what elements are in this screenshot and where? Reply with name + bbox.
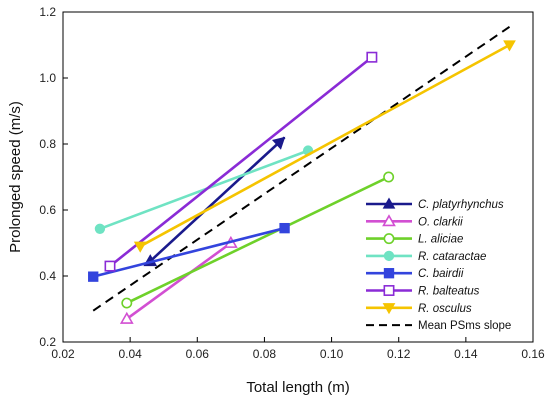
series-layer	[88, 26, 516, 324]
legend-item: R. cataractae	[366, 250, 486, 263]
x-axis-label: Total length (m)	[246, 379, 349, 396]
series-line	[109, 56, 373, 268]
series-point	[88, 271, 99, 282]
x-tick-label: 0.06	[186, 347, 210, 361]
series-1	[119, 235, 238, 324]
legend-label: R. balteatus	[418, 286, 480, 298]
series-point	[366, 51, 378, 63]
legend-label: R. cataractae	[418, 251, 486, 263]
series-line	[92, 226, 285, 278]
legend-label: R. osculus	[418, 303, 472, 315]
legend-item: O. clarkii	[366, 214, 463, 228]
legend-label: L. aliciae	[418, 234, 463, 246]
y-tick-label: 0.6	[39, 203, 56, 217]
legend-marker	[383, 268, 395, 279]
series-line	[149, 136, 286, 263]
legend-label: C. bairdii	[418, 268, 464, 280]
legend-item: L. aliciae	[366, 233, 463, 246]
reference-line	[92, 26, 511, 312]
plot-frame	[62, 11, 534, 343]
series-line	[126, 241, 232, 320]
series-point	[104, 260, 116, 272]
y-tick-label: 0.8	[39, 137, 56, 151]
y-tick-label: 0.4	[39, 269, 56, 283]
series-point	[133, 241, 147, 253]
axes: 0.02 0.04 0.06 0.08 0.10 0.12 0.14 0.16 0.2 0.4 0.…	[39, 5, 545, 361]
legend-marker	[383, 285, 395, 296]
series-0	[143, 136, 286, 267]
x-tick-label: 0.04	[118, 347, 142, 361]
series-5	[104, 51, 378, 272]
x-tick-label: 0.12	[387, 347, 411, 361]
series-point	[383, 171, 395, 183]
series-6	[133, 40, 516, 253]
legend-item: C. bairdii	[366, 268, 464, 280]
legend-marker	[383, 233, 395, 245]
legend-marker	[382, 214, 396, 227]
y-tick-label: 1.0	[39, 71, 56, 85]
legend-marker	[382, 303, 396, 315]
x-tick-label: 0.02	[51, 347, 75, 361]
series-point	[121, 297, 133, 309]
legend-item: Mean PSms slope	[366, 320, 511, 332]
legend-item: C. platyrhynchus	[366, 197, 504, 211]
series-point	[279, 222, 290, 234]
y-tick-label: 1.2	[39, 5, 56, 19]
x-tick-label: 0.14	[454, 347, 478, 361]
legend-marker	[383, 250, 395, 262]
legend-label: Mean PSms slope	[418, 320, 511, 332]
x-tick-label: 0.10	[320, 347, 344, 361]
series-2	[121, 171, 395, 309]
series-4	[88, 222, 290, 282]
series-point	[119, 311, 134, 324]
legend: C. platyrhynchus O. clarkii L. aliciae R. c…	[366, 197, 511, 332]
x-tick-label: 0.16	[521, 347, 545, 361]
legend-item: R. osculus	[366, 303, 472, 315]
legend-label: C. platyrhynchus	[418, 199, 504, 211]
y-tick-label: 0.2	[39, 335, 56, 349]
x-tick-label: 0.08	[253, 347, 277, 361]
legend-item: R. balteatus	[366, 285, 480, 298]
legend-marker	[382, 197, 396, 209]
series-point	[271, 136, 286, 150]
series-point	[94, 223, 106, 234]
series-line	[139, 43, 511, 248]
y-axis-label: Prolonged speed (m/s)	[7, 101, 24, 253]
series-point	[503, 40, 516, 52]
series-line	[126, 175, 390, 305]
legend-label: O. clarkii	[418, 216, 463, 228]
